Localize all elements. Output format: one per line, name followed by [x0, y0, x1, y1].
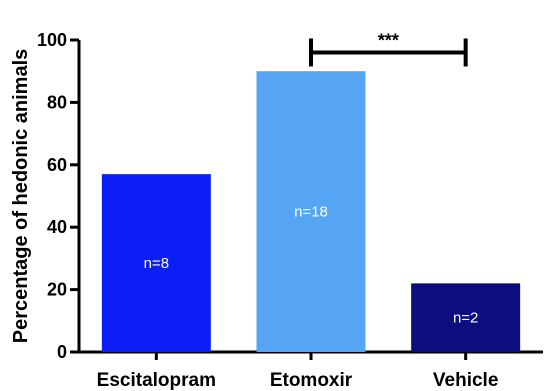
y-tick-label: 80	[47, 92, 67, 112]
y-tick-label: 60	[47, 155, 67, 175]
bar-group: Vehicle n=2	[411, 283, 521, 391]
y-tick-label: 100	[37, 30, 67, 50]
bar-count-label: n=2	[453, 310, 478, 327]
bars: Escitalopram n=8 Etomoxir n=18 Vehicle n=2	[97, 71, 521, 391]
y-tick-label: 20	[47, 280, 67, 300]
significance-stars: ***	[378, 30, 399, 50]
bar-group: Etomoxir n=18	[256, 71, 366, 391]
bar	[256, 71, 366, 352]
significance-bracket: ***	[309, 30, 468, 67]
y-axis-title: Percentage of hedonic animals	[10, 49, 32, 344]
bar-group: Escitalopram n=8	[97, 174, 216, 391]
x-tick-label: Escitalopram	[97, 370, 216, 391]
x-tick-label: Etomoxir	[270, 370, 353, 391]
bar-count-label: n=18	[294, 204, 328, 221]
significance-annotations: ***	[309, 30, 468, 67]
bar	[411, 283, 521, 352]
y-tick-label: 40	[47, 217, 67, 237]
x-tick-label: Vehicle	[433, 370, 499, 391]
y-tick-label: 0	[57, 342, 67, 362]
bar-count-label: n=8	[144, 255, 169, 272]
bar	[101, 174, 211, 352]
